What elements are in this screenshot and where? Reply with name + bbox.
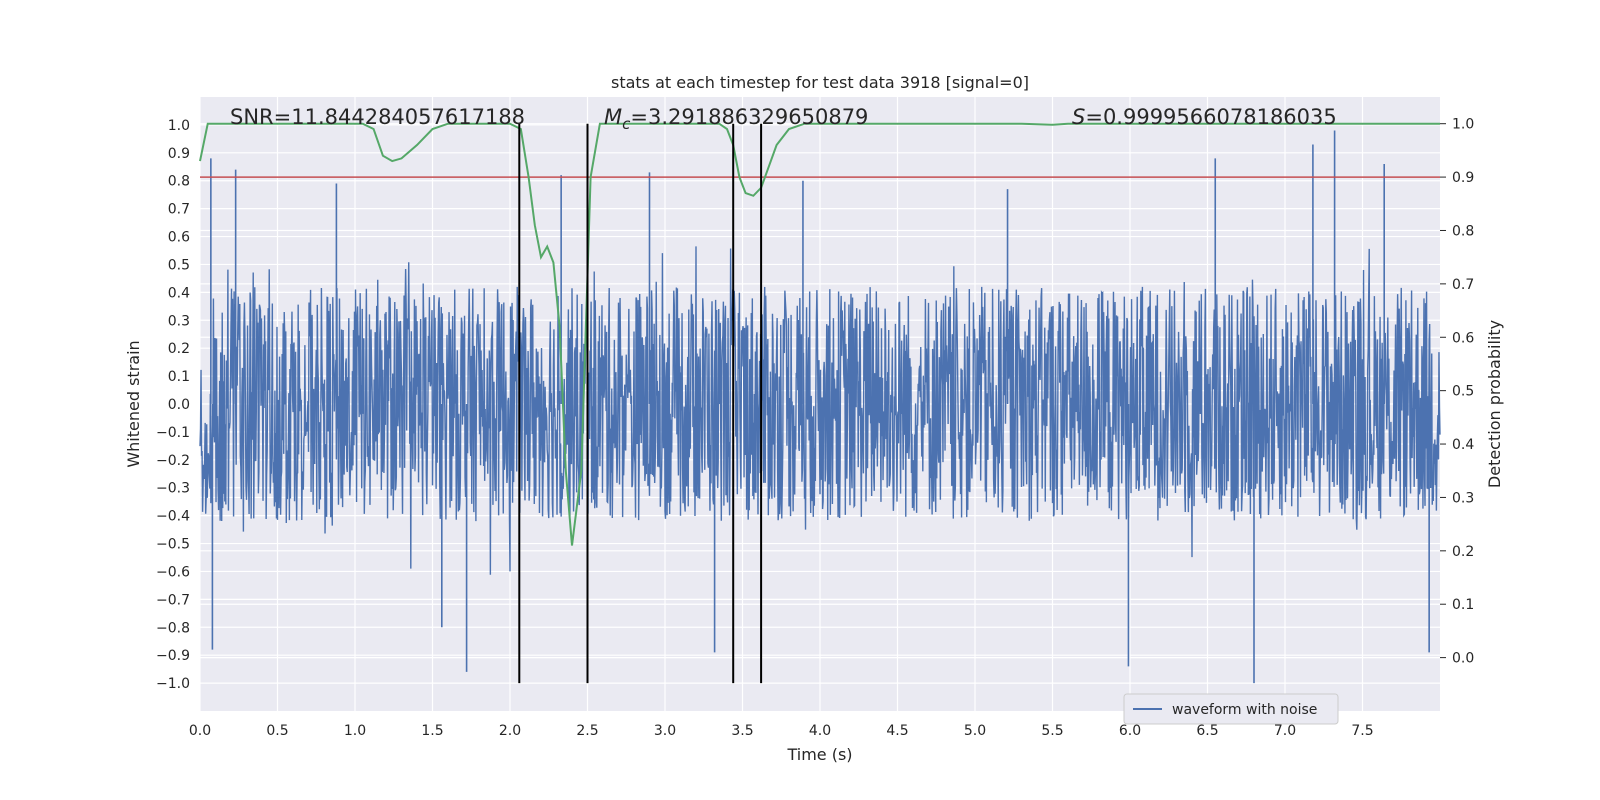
right-y-tick-label: 0.6 — [1452, 330, 1474, 346]
right-y-tick-label: 0.7 — [1452, 277, 1474, 293]
x-tick-label: 5.0 — [964, 723, 986, 739]
right-y-tick-label: 1.0 — [1452, 117, 1474, 133]
snr-annotation: SNR=11.844284057617188 — [230, 105, 525, 129]
left-y-axis-label: Whitened strain — [124, 340, 143, 467]
right-y-tick-label: 0.1 — [1452, 597, 1474, 613]
left-y-tick-label: −0.7 — [156, 592, 190, 608]
waveform-path — [199, 246, 1441, 575]
right-y-tick-label: 0.5 — [1452, 384, 1474, 400]
s-value: =0.9999566078186035 — [1085, 105, 1336, 129]
right-y-axis-ticks: 1.0 0.9 0.8 0.7 0.6 0.5 0.4 0.3 0.2 0.1 0.0 — [1440, 117, 1474, 667]
x-tick-label: 7.0 — [1274, 723, 1296, 739]
x-tick-label: 5.5 — [1041, 723, 1063, 739]
x-tick-label: 1.0 — [344, 723, 366, 739]
x-tick-label: 1.5 — [421, 723, 443, 739]
waveform-series — [199, 130, 1441, 684]
probability-series — [199, 122, 1440, 546]
left-y-tick-label: 0.0 — [168, 397, 190, 413]
left-y-tick-label: 0.3 — [168, 313, 190, 329]
right-y-tick-label: 0.3 — [1452, 490, 1474, 506]
left-y-tick-label: 1.0 — [168, 118, 190, 134]
probability-path — [199, 122, 1440, 546]
x-tick-label: 2.5 — [576, 723, 598, 739]
left-y-tick-label: 0.5 — [168, 257, 190, 273]
right-y-tick-label: 0.8 — [1452, 223, 1474, 239]
left-y-tick-label: −0.5 — [156, 537, 190, 553]
left-y-tick-label: 0.8 — [168, 174, 190, 190]
left-y-tick-label: 0.6 — [168, 230, 190, 246]
right-y-axis-label: Detection probability — [1485, 320, 1504, 488]
x-tick-label: 3.0 — [654, 723, 676, 739]
left-y-tick-label: 0.1 — [168, 369, 190, 385]
left-y-tick-label: −0.4 — [156, 509, 190, 525]
left-y-axis-ticks: 1.0 0.9 0.8 0.7 0.6 0.5 0.4 0.3 0.2 0.1 0.0 −0.1 −0.… — [156, 118, 190, 692]
s-annotation: S=0.9999566078186035 — [1072, 105, 1337, 129]
x-tick-label: 3.5 — [731, 723, 753, 739]
legend-box — [1123, 693, 1339, 725]
x-tick-label: 6.5 — [1196, 723, 1218, 739]
x-tick-label: 0.0 — [189, 723, 211, 739]
left-y-tick-label: −0.3 — [156, 481, 190, 497]
vertical-markers — [518, 123, 763, 684]
left-y-tick-label: 0.7 — [168, 202, 190, 218]
x-tick-label: 0.5 — [266, 723, 288, 739]
right-y-tick-label: 0.4 — [1452, 437, 1474, 453]
s-symbol: S — [1072, 105, 1085, 129]
right-y-tick-label: 0.2 — [1452, 544, 1474, 560]
chirp-mass-symbol: M — [604, 105, 622, 129]
x-tick-label: 6.0 — [1119, 723, 1141, 739]
x-axis-label: Time (s) — [786, 745, 852, 764]
right-y-tick-label: 0.0 — [1452, 651, 1474, 667]
x-tick-label: 4.5 — [886, 723, 908, 739]
left-y-tick-label: −1.0 — [156, 676, 190, 692]
chirp-mass-annotation: Mc=3.291886329650879 — [604, 105, 868, 133]
x-tick-label: 4.0 — [809, 723, 831, 739]
left-y-tick-label: 0.2 — [168, 341, 190, 357]
left-y-tick-label: −0.1 — [156, 425, 190, 441]
right-y-tick-label: 0.9 — [1452, 170, 1474, 186]
left-y-tick-label: −0.2 — [156, 453, 190, 469]
legend: waveform with noise — [1123, 693, 1339, 725]
chirp-mass-subscript: c — [622, 115, 631, 133]
x-tick-label: 2.0 — [499, 723, 521, 739]
legend-entry-waveform: waveform with noise — [1172, 702, 1317, 718]
x-tick-label: 7.5 — [1351, 723, 1373, 739]
chart-title: stats at each timestep for test data 391… — [611, 73, 1029, 92]
left-y-tick-label: −0.6 — [156, 564, 190, 580]
left-y-tick-label: 0.4 — [168, 285, 190, 301]
x-axis-ticks: 0.0 0.5 1.0 1.5 2.0 2.5 3.0 3.5 4.0 4.5 5.0 5.5 6.0 6… — [189, 723, 1374, 739]
left-y-tick-label: 0.9 — [168, 146, 190, 162]
left-y-tick-label: −0.9 — [156, 648, 190, 664]
left-y-tick-label: −0.8 — [156, 620, 190, 636]
chirp-mass-value: =3.291886329650879 — [630, 105, 868, 129]
